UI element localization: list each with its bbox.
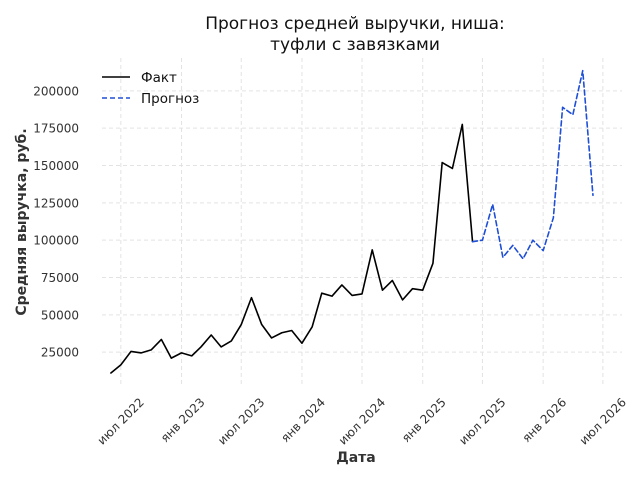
series-line-forecast (471, 69, 594, 260)
legend-label-fact: Факт (141, 70, 177, 86)
y-tick-label: 25000 (41, 346, 79, 360)
y-axis-label: Средняя выручка, руб. (14, 128, 30, 315)
y-tick-label: 200000 (33, 84, 79, 98)
legend-label-forecast: Прогноз (141, 91, 199, 107)
chart-title-line-2: туфли с завязками (270, 35, 440, 55)
y-axis-ticks: 25000 50000 75000 100000 125000 150000 175000 2… (33, 84, 79, 359)
series-lines (110, 69, 594, 374)
y-tick-label: 175000 (33, 122, 79, 136)
y-tick-label: 100000 (33, 234, 79, 248)
x-axis-label: Дата (336, 450, 375, 466)
y-tick-label: 75000 (41, 271, 79, 285)
legend: Факт Прогноз (102, 70, 199, 107)
y-tick-label: 50000 (41, 308, 79, 322)
y-tick-label: 150000 (33, 159, 79, 173)
grid (102, 58, 622, 385)
series-line-fact (110, 123, 474, 374)
y-tick-label: 125000 (33, 196, 79, 210)
chart-title-line-1: Прогноз средней выручки, ниша: (205, 14, 505, 34)
